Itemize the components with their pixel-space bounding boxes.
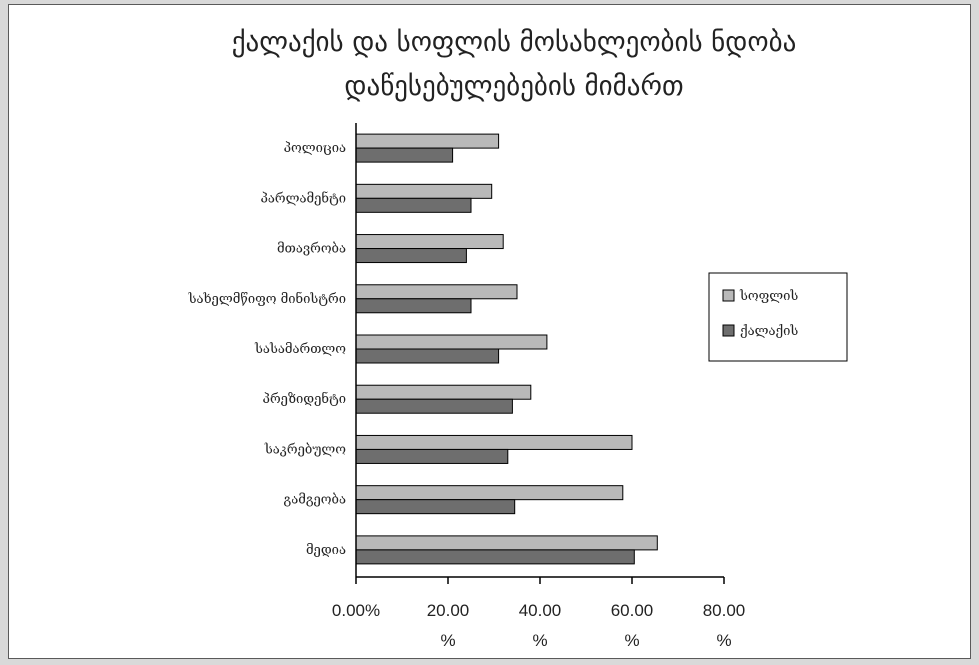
- bar-urban-6: [355, 448, 509, 464]
- bar-urban-7: [355, 499, 516, 515]
- category-label-0: პოლიცია: [284, 141, 346, 156]
- legend-swatch-rural: [722, 289, 735, 302]
- x-tick-unit-4: %: [716, 631, 731, 650]
- legend-swatch-urban: [722, 324, 735, 337]
- bar-rural-0: [355, 133, 500, 149]
- category-label-7: გამგეობა: [284, 493, 346, 508]
- bar-rural-1: [355, 183, 493, 199]
- category-label-1: პარლამენტი: [260, 190, 346, 206]
- category-label-2: მთავრობა: [277, 242, 346, 257]
- x-axis-ticks: 0.00% 20.00% 40.00% 60.00% 80.00%: [332, 577, 745, 650]
- category-label-5: პრეზიდენტი: [263, 391, 346, 407]
- category-label-6: საკრებულო: [264, 442, 346, 457]
- category-label-3: სახელმწიფო მინისტრი: [188, 291, 346, 307]
- x-tick-unit-1: %: [440, 631, 455, 650]
- bar-rural-3: [355, 284, 518, 300]
- legend-label-rural: სოფლის: [739, 289, 798, 304]
- bar-urban-1: [355, 197, 472, 213]
- legend: სოფლის ქალაქის: [708, 272, 848, 362]
- x-tick-label-1: 20.00: [427, 601, 470, 620]
- chart-title-line-2: დაწესებულებების მიმართ: [344, 71, 683, 102]
- trust-bar-chart: ქალაქის და სოფლის მოსახლეობის ნდობა დაწე…: [188, 27, 848, 650]
- bar-urban-5: [355, 398, 513, 414]
- bar-rural-6: [355, 434, 633, 450]
- bar-rural-8: [355, 535, 658, 551]
- legend-box: [708, 272, 848, 362]
- bar-urban-2: [355, 248, 467, 264]
- category-labels: პოლიცია პარლამენტი მთავრობა სახელმწიფო მინი…: [188, 141, 347, 558]
- bar-urban-3: [355, 298, 472, 314]
- bar-urban-0: [355, 147, 454, 163]
- x-tick-label-2: 40.00: [519, 601, 562, 620]
- chart-title-line-1: ქალაქის და სოფლის მოსახლეობის ნდობა: [232, 27, 797, 58]
- category-label-4: სასამართლო: [254, 342, 346, 357]
- bar-urban-8: [355, 549, 635, 565]
- bar-rural-4: [355, 334, 548, 350]
- x-tick-unit-2: %: [532, 631, 547, 650]
- x-tick-label-4: 80.00: [703, 601, 746, 620]
- bar-rural-5: [355, 384, 532, 400]
- x-tick-unit-3: %: [624, 631, 639, 650]
- category-label-8: მედია: [306, 543, 346, 558]
- x-tick-label-3: 60.00: [611, 601, 654, 620]
- bar-rural-2: [355, 234, 504, 250]
- x-tick-label-0: 0.00%: [332, 601, 380, 620]
- bar-rural-7: [355, 485, 624, 501]
- legend-label-urban: ქალაქის: [740, 324, 798, 339]
- bars-group: [355, 133, 658, 565]
- chart-frame: ქალაქის და სოფლის მოსახლეობის ნდობა დაწე…: [8, 4, 971, 659]
- bar-urban-4: [355, 348, 500, 364]
